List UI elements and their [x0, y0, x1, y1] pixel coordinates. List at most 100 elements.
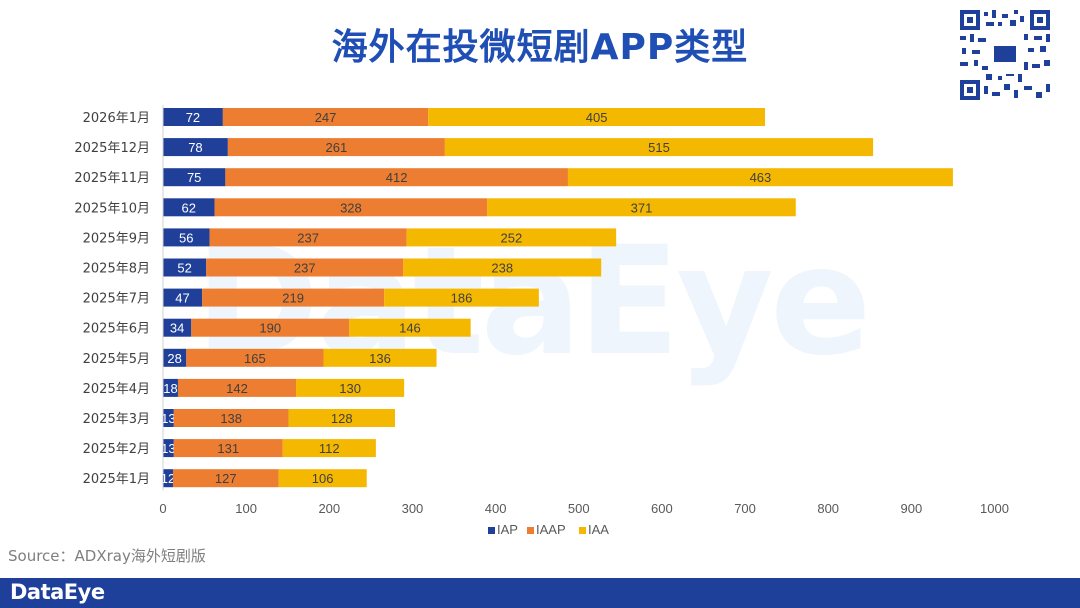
bar-iap	[163, 108, 223, 126]
data-label-iaa: 238	[491, 261, 513, 276]
data-label-iaa: 371	[631, 200, 653, 215]
legend-swatch-iap	[488, 527, 495, 534]
source-note: Source：ADXray海外短剧版	[8, 547, 206, 565]
bar-iaap	[227, 138, 445, 157]
bar-iaa	[567, 168, 953, 187]
data-label-iaa: 515	[648, 140, 670, 155]
data-label-iap: 62	[182, 200, 196, 215]
bar-iap	[163, 288, 203, 307]
bar-iaa	[282, 439, 376, 458]
bar-iaa	[288, 409, 395, 427]
bar-iaa	[384, 288, 539, 307]
bar-iap	[163, 469, 173, 488]
data-label-iaap: 131	[217, 441, 239, 456]
y-tick-label: 2025年5月	[83, 352, 150, 367]
data-label-iap: 28	[167, 351, 181, 366]
data-label-iaap: 165	[244, 351, 266, 366]
data-label-iap: 78	[188, 140, 202, 155]
data-label-iap: 52	[177, 261, 191, 276]
bar-iaa	[278, 469, 367, 488]
bar-iaa	[406, 228, 617, 247]
x-tick-label: 900	[900, 501, 922, 516]
bar-iaa	[323, 348, 437, 367]
bar-iaap	[214, 198, 488, 217]
chart-title: 海外在投微短剧APP类型	[331, 27, 749, 68]
bar-iap	[163, 378, 178, 397]
data-label-iaap: 261	[326, 140, 348, 155]
y-tick-label: 2025年4月	[83, 382, 150, 397]
data-label-iaap: 138	[220, 411, 242, 426]
data-label-iaa: 136	[369, 351, 391, 366]
bar-iaap	[172, 469, 279, 488]
bar-iaa	[487, 198, 796, 217]
data-label-iaa: 130	[339, 381, 361, 396]
bar-iap	[163, 138, 228, 157]
bar-iaap	[186, 348, 324, 367]
y-tick-label: 2025年7月	[83, 292, 150, 307]
x-tick-label: 300	[402, 501, 424, 516]
data-label-iaap: 142	[226, 381, 248, 396]
bar-iaap	[206, 258, 404, 277]
data-label-iaap: 219	[282, 291, 304, 306]
bar-iaa	[296, 378, 405, 397]
bar-iaap	[225, 168, 568, 187]
data-label-iaa: 186	[451, 291, 473, 306]
x-tick-label: 0	[159, 501, 166, 516]
data-label-iap: 72	[186, 110, 200, 125]
data-label-iaap: 247	[315, 110, 337, 125]
data-label-iaa: 405	[586, 110, 608, 125]
legend-label-iaap: IAAP	[536, 522, 566, 537]
y-tick-label: 2025年10月	[74, 201, 150, 216]
data-label-iaap: 237	[294, 261, 316, 276]
footer-brand-logo: DataEye	[10, 580, 105, 604]
bar-iap	[163, 258, 207, 277]
y-tick-label: 2025年6月	[83, 322, 150, 337]
y-tick-label: 2025年8月	[83, 262, 150, 277]
bar-iaa	[428, 108, 766, 126]
y-tick-label: 2025年3月	[83, 412, 150, 427]
data-label-iap: 13	[161, 441, 175, 456]
bar-iap	[163, 439, 174, 458]
data-label-iap: 12	[161, 471, 175, 486]
data-label-iap: 56	[179, 230, 193, 245]
footer-bar: DataEye	[0, 578, 1080, 608]
bar-iaap	[209, 228, 407, 247]
bar-iap	[163, 198, 215, 217]
data-label-iap: 34	[170, 321, 184, 336]
y-tick-label: 2025年12月	[74, 141, 150, 156]
bar-iaap	[173, 409, 289, 427]
x-tick-label: 600	[651, 501, 673, 516]
legend-label-iap: IAP	[497, 522, 518, 537]
bar-iaap	[191, 318, 350, 337]
data-label-iaap: 328	[340, 200, 362, 215]
data-label-iap: 13	[161, 411, 175, 426]
legend-swatch-iaap	[527, 527, 534, 534]
data-label-iaa: 128	[331, 411, 353, 426]
legend-label-iaa: IAA	[588, 522, 609, 537]
data-label-iap: 18	[163, 381, 177, 396]
y-tick-label: 2025年9月	[83, 231, 150, 246]
y-tick-label: 2026年1月	[83, 111, 150, 126]
bar-iaap	[177, 378, 297, 397]
bar-iaap	[222, 108, 429, 126]
qr-code-icon	[958, 8, 1052, 102]
legend-swatch-iaa	[579, 527, 586, 534]
bar-iap	[163, 409, 174, 427]
data-label-iaa: 146	[399, 321, 421, 336]
x-tick-label: 400	[485, 501, 507, 516]
y-tick-label: 2025年1月	[83, 472, 150, 487]
data-label-iaa: 463	[750, 170, 772, 185]
x-tick-label: 700	[734, 501, 756, 516]
x-tick-label: 800	[817, 501, 839, 516]
bar-iap	[163, 348, 187, 367]
bar-iaap	[202, 288, 385, 307]
x-tick-label: 200	[318, 501, 340, 516]
y-tick-label: 2025年2月	[83, 442, 150, 457]
x-tick-label: 500	[568, 501, 590, 516]
data-label-iaa: 112	[319, 441, 340, 456]
bar-iaa	[403, 258, 602, 277]
stacked-bar-chart: 2026年1月 72 247 405 2025年12月 78 261 515 2025年11月 7…	[74, 105, 1009, 537]
data-label-iaap: 190	[259, 321, 281, 336]
bar-iaa	[349, 318, 471, 337]
bar-iaa	[444, 138, 874, 157]
